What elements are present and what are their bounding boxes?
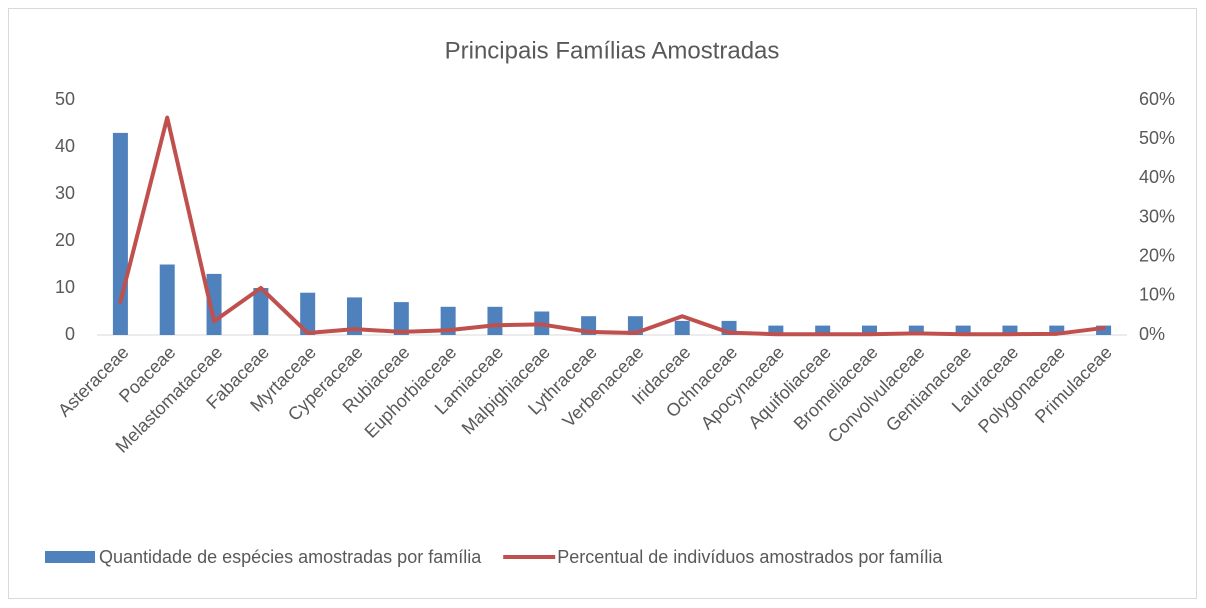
bar	[908, 325, 924, 335]
bar	[1049, 325, 1065, 335]
legend-label: Quantidade de espécies amostradas por fa…	[99, 547, 482, 567]
bar	[815, 325, 831, 335]
line	[118, 115, 1106, 337]
bar	[393, 302, 409, 335]
y2-tick-label: 0%	[1139, 324, 1165, 344]
y-tick-label: 20	[55, 230, 75, 250]
chart-border	[8, 8, 1197, 599]
legend-label: Percentual de indivíduos amostrados por …	[557, 547, 943, 567]
bar	[862, 325, 877, 335]
bar	[347, 297, 362, 335]
y2-tick-label: 20%	[1139, 245, 1175, 265]
y-tick-label: 50	[55, 89, 75, 109]
bar	[487, 306, 503, 335]
bar	[253, 288, 269, 335]
y2-tick-label: 10%	[1139, 285, 1175, 305]
chart-title: Principais Famílias Amostradas	[445, 37, 780, 64]
y2-tick-label: 50%	[1139, 128, 1175, 148]
bar	[1096, 325, 1112, 335]
y-tick-label: 10	[55, 277, 75, 297]
y2-tick-label: 60%	[1139, 89, 1175, 109]
bar	[674, 320, 690, 335]
legend-swatch	[45, 551, 95, 563]
bar	[112, 132, 128, 335]
bar	[955, 325, 971, 335]
bar	[159, 264, 175, 335]
y-tick-label: 0	[65, 324, 75, 344]
y-tick-label: 40	[55, 136, 75, 156]
bar	[1002, 325, 1018, 335]
y2-tick-label: 40%	[1139, 167, 1175, 187]
bar	[300, 292, 316, 335]
bar	[768, 325, 784, 335]
y2-tick-label: 30%	[1139, 206, 1175, 226]
y-tick-label: 30	[55, 183, 75, 203]
